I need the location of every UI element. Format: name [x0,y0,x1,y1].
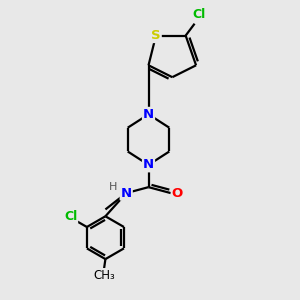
Text: CH₃: CH₃ [93,269,115,282]
Text: N: N [121,187,132,200]
Text: H: H [109,182,117,192]
Text: N: N [143,108,154,121]
Text: O: O [172,187,183,200]
Text: S: S [151,29,161,42]
Text: N: N [143,158,154,171]
Text: Cl: Cl [64,210,77,223]
Text: Cl: Cl [192,8,206,21]
